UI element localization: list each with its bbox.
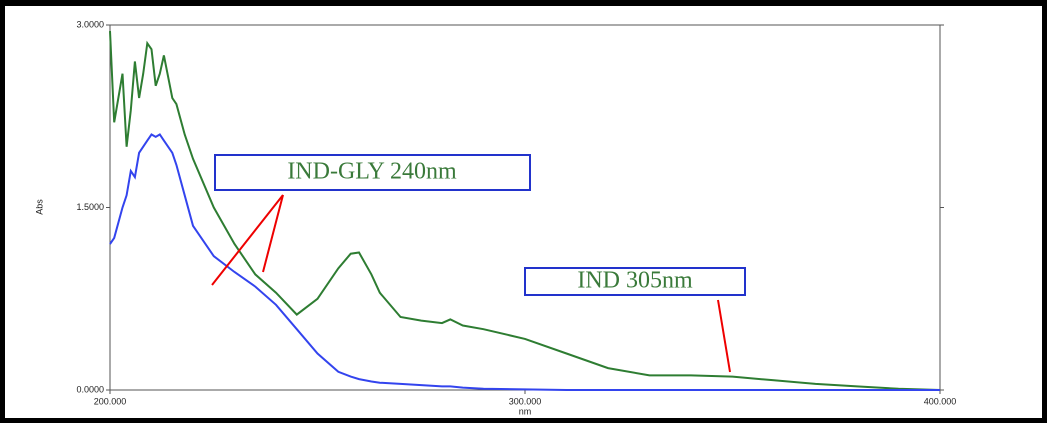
y-tick-label: 3.0000	[76, 19, 104, 29]
series-line	[109, 31, 941, 391]
annotation-box	[524, 267, 746, 296]
annotation: IND-GLY 240nm	[287, 159, 457, 185]
x-tick-label: 300.000	[509, 396, 542, 406]
y-tick-label: 0.0000	[76, 384, 104, 394]
annotation-box	[214, 154, 531, 191]
x-axis-label: nm	[519, 406, 532, 416]
y-tick-label: 1.5000	[76, 202, 104, 212]
annotation-pointer	[211, 194, 284, 286]
series-line	[109, 133, 940, 391]
x-tick-label: 200.000	[94, 396, 127, 406]
annotation-pointer	[262, 194, 284, 273]
annotation-pointer	[717, 299, 731, 373]
y-axis-label: Abs	[34, 199, 44, 215]
x-tick-label: 400.000	[924, 396, 957, 406]
annotation: IND 305nm	[577, 268, 693, 294]
chart-background	[5, 6, 1042, 418]
